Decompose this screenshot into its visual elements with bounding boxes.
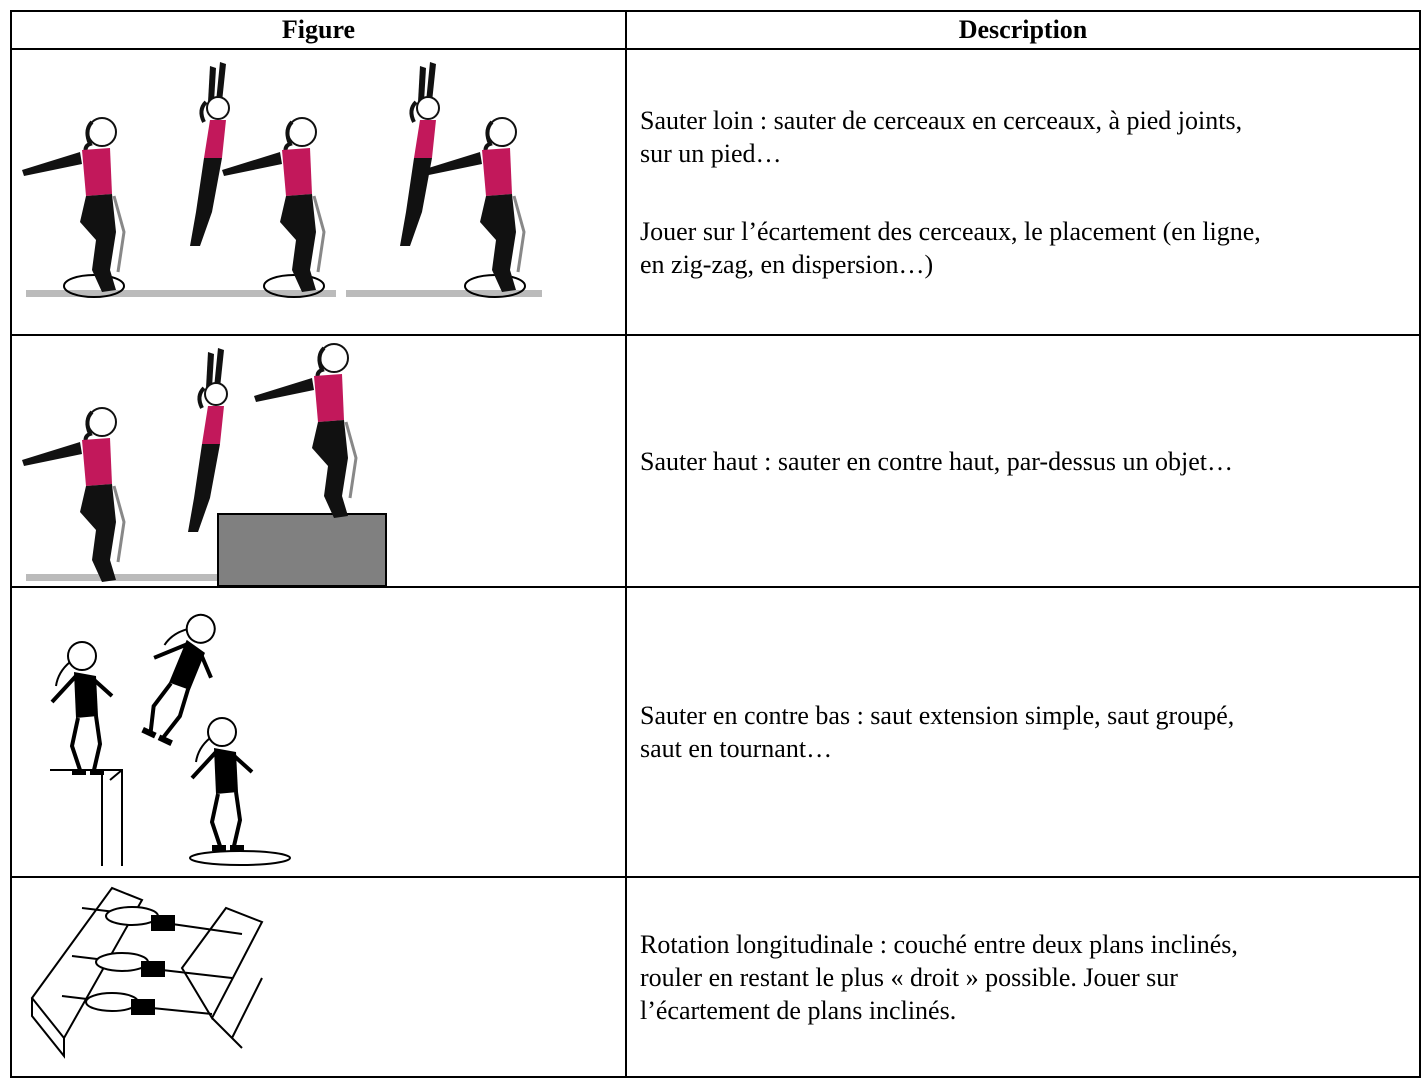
text-line: Rotation longitudinale : couché entre de… [640,929,1238,959]
text-line: Sauter en contre bas : saut extension si… [640,701,1235,730]
figure-cell [10,588,625,876]
paragraph: Jouer sur l’écartement des cerceaux, le … [640,215,1419,281]
text-line: saut en tournant… [640,734,833,763]
page: {"table": { "header": ["Figure", "Descri… [10,10,1421,1078]
header-row: Figure Description [10,10,1421,50]
text-line: l’écartement de plans inclinés. [640,995,957,1025]
text-line: Sauter haut : sauter en contre haut, par… [640,446,1233,476]
text-line: Sauter loin : sauter de cerceaux en cerc… [640,105,1243,135]
paragraph: Sauter loin : sauter de cerceaux en cerc… [640,104,1419,170]
text-line: sur un pied… [640,138,782,168]
figure-cell [10,336,625,586]
text-line: rouler en restant le plus « droit » poss… [640,962,1178,992]
illustration [20,342,387,586]
header-cell: Description [625,12,1421,48]
text-line: Jouer sur l’écartement des cerceaux, le … [640,216,1261,246]
table-row: Sauter en contre bas : saut extension si… [10,588,1421,878]
description-cell: Sauter en contre bas : saut extension si… [625,588,1421,876]
figure-cell [10,50,625,334]
description-cell: Sauter loin : sauter de cerceaux en cerc… [625,50,1421,334]
description-cell: Rotation longitudinale : couché entre de… [625,878,1421,1076]
paragraph: Rotation longitudinale : couché entre de… [640,928,1419,1027]
text-line: en zig-zag, en dispersion…) [640,249,934,279]
illustration [30,886,264,1059]
table-row: Rotation longitudinale : couché entre de… [10,878,1421,1078]
figure-cell [10,878,625,1076]
paragraph: Sauter haut : sauter en contre haut, par… [640,445,1419,478]
illustration [12,588,291,866]
table: Figure Description Sauter loin : sauter … [10,10,1421,1078]
table-row: Sauter loin : sauter de cerceaux en cerc… [10,50,1421,336]
illustration [20,60,542,298]
header-cell: Figure [10,12,625,48]
description-cell: Sauter haut : sauter en contre haut, par… [625,336,1421,586]
paragraph: Sauter en contre bas : saut extension si… [640,699,1419,765]
table-row: Sauter haut : sauter en contre haut, par… [10,336,1421,588]
